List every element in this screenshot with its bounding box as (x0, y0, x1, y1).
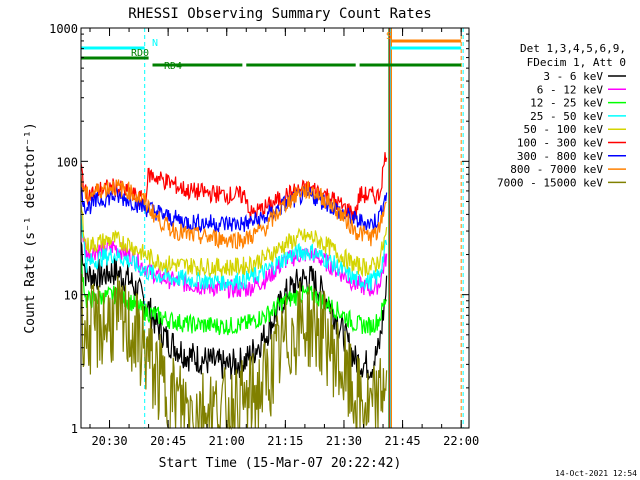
x-tick-label: 22:00 (443, 434, 479, 448)
y-axis-label: Count Rate (s⁻¹ detector⁻¹) (23, 122, 38, 333)
legend-entry-label: 300 - 800 keV (517, 150, 603, 163)
legend-header: FDecim 1, Att 0 (527, 56, 626, 69)
y-tick-label: 100 (56, 155, 78, 169)
legend-header: Det 1,3,4,5,6,9, (520, 42, 626, 55)
y-tick-label: 10 (64, 289, 78, 303)
x-tick-label: 20:30 (91, 434, 127, 448)
series-lines (80, 152, 388, 431)
y-tick-label: 1000 (49, 22, 78, 36)
x-tick-label: 21:15 (267, 434, 303, 448)
series-line (80, 173, 387, 250)
legend-entry-label: 3 - 6 keV (543, 70, 603, 83)
legend-entry-label: 50 - 100 keV (524, 123, 604, 136)
x-tick-label: 21:45 (385, 434, 421, 448)
series-line (80, 214, 388, 292)
y-tick-label: 1 (71, 422, 78, 436)
legend-entry-label: 25 - 50 keV (530, 110, 603, 123)
x-tick-label: 21:30 (326, 434, 362, 448)
timestamp: 14-Oct-2021 12:54 (555, 469, 637, 478)
x-axis-label: Start Time (15-Mar-07 20:22:42) (159, 456, 402, 471)
x-tick-label: 20:45 (150, 434, 186, 448)
flag-label: N (152, 38, 158, 49)
flag-label: RD4 (164, 61, 182, 72)
x-tick-label: 21:00 (209, 434, 245, 448)
series-line (80, 254, 388, 336)
chart-title: RHESSI Observing Summary Count Rates (128, 6, 431, 22)
plot-frame (80, 27, 470, 429)
flag-label: S (386, 31, 392, 42)
legend-entry-label: 6 - 12 keV (537, 83, 604, 96)
series-line (80, 204, 388, 278)
flag-label: RD0 (131, 48, 149, 59)
legend-entry-label: 800 - 7000 keV (510, 163, 603, 176)
legend-entry-label: 100 - 300 keV (517, 137, 603, 150)
legend-entry-label: 12 - 25 keV (530, 97, 603, 110)
axes: 1 10 100 1000 20:30 20:45 21:00 21:15 21:30 21:45… (49, 22, 479, 448)
legend: Det 1,3,4,5,6,9,FDecim 1, Att 03 - 6 keV… (497, 42, 626, 189)
legend-entry-label: 7000 - 15000 keV (497, 176, 603, 189)
series-line (80, 273, 388, 431)
